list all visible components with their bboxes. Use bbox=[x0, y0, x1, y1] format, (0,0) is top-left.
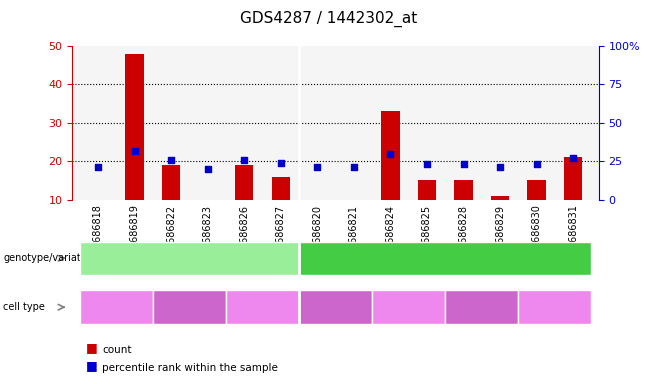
Point bbox=[239, 157, 249, 163]
Text: cell type: cell type bbox=[3, 302, 45, 312]
Text: CMP: CMP bbox=[179, 302, 200, 312]
Point bbox=[458, 161, 468, 167]
Text: TET2 knockout: TET2 knockout bbox=[404, 253, 486, 263]
Text: percentile rank within the sample: percentile rank within the sample bbox=[102, 362, 278, 372]
Text: wild type: wild type bbox=[164, 253, 215, 263]
Point bbox=[422, 161, 432, 167]
Text: ■: ■ bbox=[86, 359, 97, 372]
Point bbox=[203, 166, 213, 172]
Point bbox=[312, 164, 322, 170]
Bar bbox=[418, 180, 436, 238]
Point bbox=[166, 157, 176, 163]
Bar bbox=[564, 157, 582, 238]
Point bbox=[385, 151, 395, 157]
Text: LSK: LSK bbox=[107, 302, 125, 312]
Text: GDS4287 / 1442302_at: GDS4287 / 1442302_at bbox=[240, 11, 418, 27]
Point bbox=[495, 164, 505, 170]
Text: CMP: CMP bbox=[398, 302, 419, 312]
Bar bbox=[272, 177, 290, 238]
Bar bbox=[345, 200, 363, 238]
Bar bbox=[491, 196, 509, 238]
Text: LSK CD150+
sorted: LSK CD150+ sorted bbox=[524, 296, 586, 318]
Bar bbox=[455, 180, 472, 238]
Bar bbox=[308, 200, 326, 238]
Text: GMP: GMP bbox=[251, 302, 274, 312]
Text: ■: ■ bbox=[86, 341, 97, 354]
Bar bbox=[381, 111, 399, 238]
Text: LSK: LSK bbox=[326, 302, 345, 312]
Point bbox=[349, 164, 359, 170]
Text: genotype/variation: genotype/variation bbox=[3, 253, 96, 263]
Point bbox=[568, 155, 578, 161]
Point bbox=[276, 160, 286, 166]
Bar bbox=[89, 200, 107, 238]
Bar bbox=[528, 180, 545, 238]
Bar bbox=[162, 165, 180, 238]
Point bbox=[532, 161, 542, 167]
Text: GMP: GMP bbox=[471, 302, 493, 312]
Bar bbox=[199, 200, 216, 238]
Point bbox=[129, 147, 139, 154]
Bar bbox=[126, 54, 143, 238]
Bar bbox=[235, 165, 253, 238]
Point bbox=[93, 164, 103, 170]
Text: count: count bbox=[102, 345, 132, 355]
